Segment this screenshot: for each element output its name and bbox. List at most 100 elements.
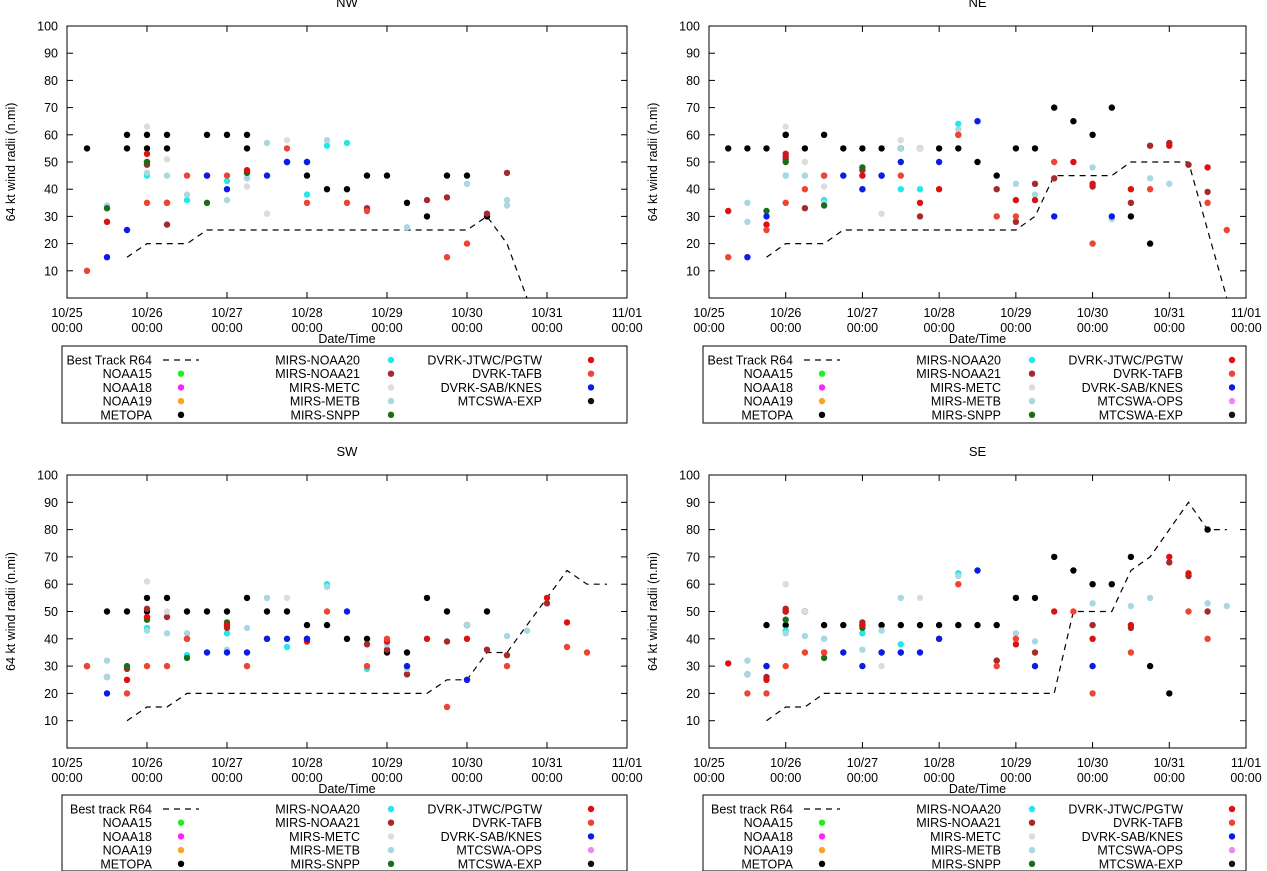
data-point [1089,240,1096,247]
data-point [323,186,331,193]
data-point [223,186,231,193]
y-tick-label: 70 [44,550,58,564]
data-point [1031,180,1039,187]
data-point [782,172,789,179]
data-point [935,635,943,642]
data-point [744,690,751,697]
legend-swatch [1028,411,1036,418]
data-point [1089,621,1096,629]
data-point [763,621,770,629]
legend-label: Best track R64 [70,803,152,817]
data-point [744,145,751,152]
data-point [443,638,451,645]
data-point [859,662,866,670]
data-point [916,199,924,206]
data-point [1127,199,1135,206]
x-tick-date: 10/29 [1000,756,1031,770]
data-point [303,621,311,629]
legend-swatch [1028,860,1036,867]
data-point [1127,186,1135,193]
data-point [363,641,371,648]
data-point [143,605,151,612]
data-point [1089,131,1096,138]
x-tick-date: 10/31 [531,756,562,770]
data-point [820,172,828,179]
x-tick-time: 00:00 [611,321,642,335]
data-point [83,145,91,152]
data-point [223,196,231,204]
series-mirs-noaa21 [143,158,511,228]
chart-title: SE [969,444,987,459]
data-point [1051,104,1058,111]
data-point [935,158,943,166]
legend-label: NOAA18 [103,381,152,395]
y-tick-label: 50 [44,605,58,619]
data-point [423,635,431,642]
legend-label: MTCSWA-EXP [1099,408,1183,422]
data-point [483,646,491,653]
data-point [143,613,151,621]
legend-swatch [818,384,826,391]
data-point [993,657,1000,664]
data-point [183,196,191,204]
x-tick-date: 10/25 [693,306,724,320]
legend-label: MIRS-NOAA21 [275,816,360,830]
y-tick-label: 20 [44,237,58,251]
data-point [1012,218,1020,225]
data-point [203,131,211,138]
data-point [955,572,962,580]
data-point [859,164,866,171]
x-tick-time: 00:00 [291,321,322,335]
data-point [143,662,151,670]
data-point [183,191,191,198]
data-point [83,662,91,670]
data-point [1012,641,1020,648]
series-mirs-metb [744,126,1173,225]
data-point [283,608,291,615]
x-tick-time: 00:00 [693,771,724,785]
y-tick-label: 60 [686,578,700,592]
legend-swatch [177,384,185,391]
chart-title: NW [336,0,358,10]
legend-label: MTCSWA-OPS [456,844,542,858]
legend-label: NOAA18 [744,830,793,844]
data-point [820,621,828,629]
data-point [143,594,151,602]
x-tick-time: 00:00 [1230,771,1261,785]
data-point [343,635,351,642]
legend-label: MTCSWA-EXP [458,395,542,409]
legend-swatch [587,384,595,391]
data-point [916,649,924,656]
legend-swatch [1228,411,1236,418]
data-point [243,167,251,174]
y-tick-label: 50 [686,605,700,619]
legend-swatch [1028,384,1036,391]
data-point [403,649,411,656]
chart-panel-se: SE10203040506070809010010/2500:0010/2600… [646,444,1262,871]
legend-swatch [818,397,826,405]
x-tick-time: 00:00 [924,771,955,785]
data-point [303,635,311,642]
legend-frame [702,345,1247,424]
x-tick-date: 11/01 [612,306,642,320]
data-point [725,660,732,667]
series-dvrk-sab-knes [103,158,311,261]
data-point [935,145,943,152]
data-point [1204,164,1211,171]
data-point [163,156,171,163]
legend-swatch [1228,860,1236,867]
data-point [143,578,151,585]
chart-title: NE [968,0,986,10]
x-tick-date: 11/01 [612,756,642,770]
data-point [1089,635,1096,642]
data-point [840,172,847,179]
data-point [763,145,770,152]
y-tick-label: 80 [44,74,58,88]
data-point [263,172,271,179]
chart-panel-sw: SW10203040506070809010010/2500:0010/2600… [4,444,643,871]
legend-label: MIRS-NOAA20 [275,803,360,817]
x-axis-label: Date/Time [318,332,375,346]
x-tick-date: 10/29 [1000,306,1031,320]
data-point [323,142,331,149]
data-point [1051,175,1058,182]
